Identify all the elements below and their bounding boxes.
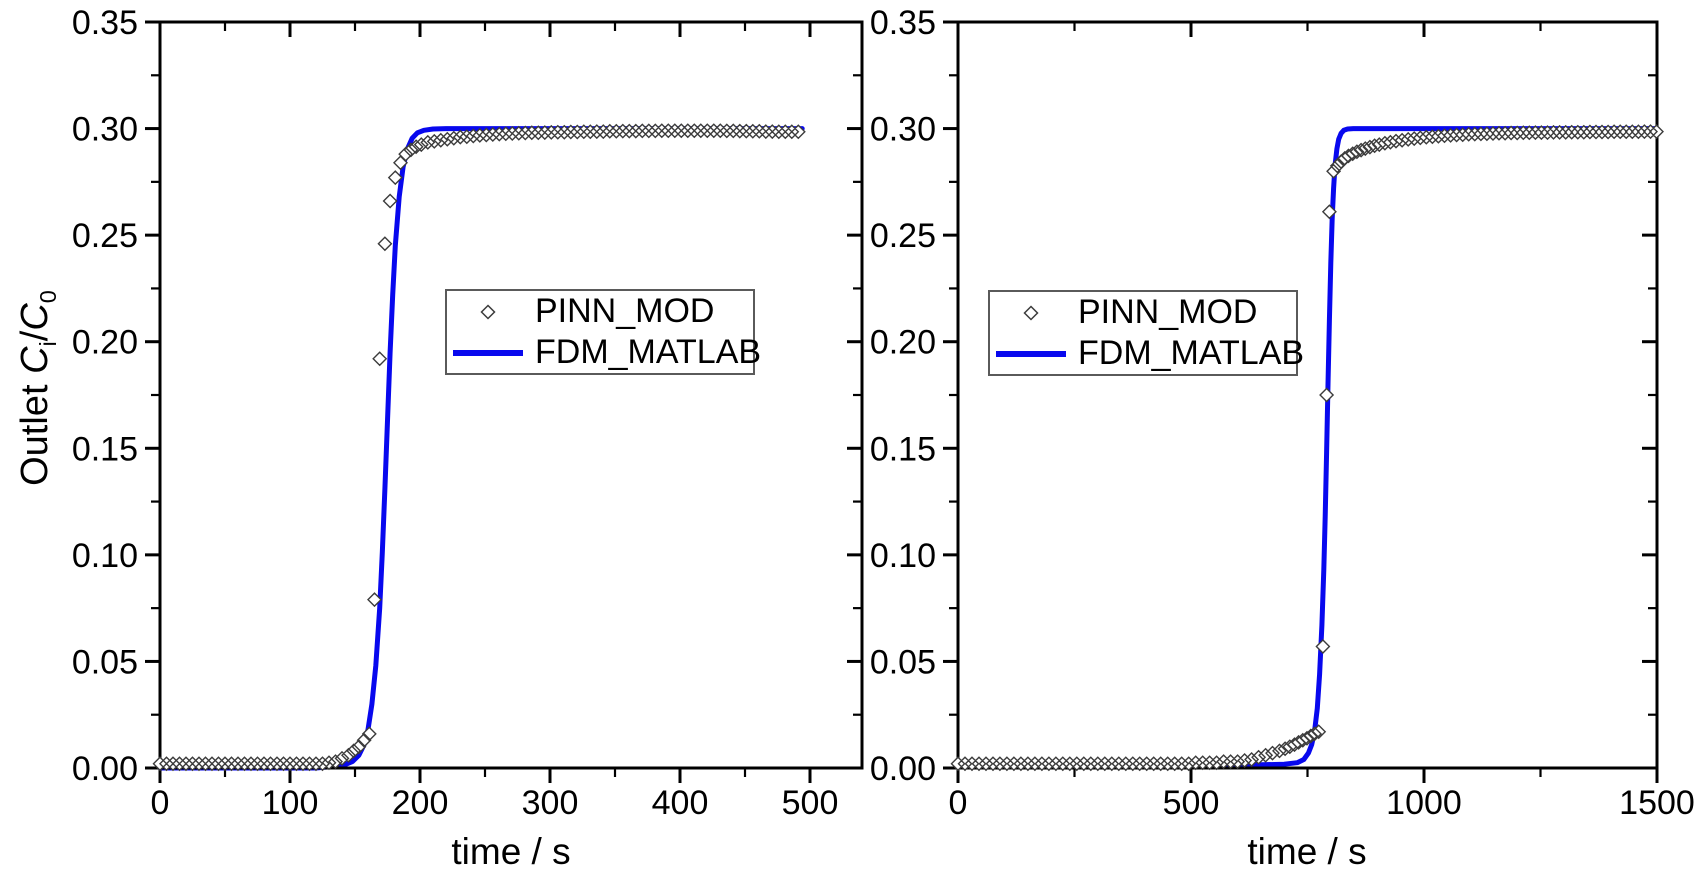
line-sample-icon [990, 350, 1072, 357]
y-axis-title-subscript-0: 0 [34, 290, 61, 304]
legend-right-panel: PINN_MOD FDM_MATLAB [988, 290, 1304, 376]
legend-item-pinn: PINN_MOD [990, 292, 1296, 333]
y-tick-label: 0.10 [72, 537, 138, 575]
legend-item-fdm: FDM_MATLAB [990, 333, 1304, 374]
y-tick-label: 0.15 [870, 430, 936, 468]
y-tick-label: 0.35 [870, 4, 936, 42]
pinn-markers [950, 124, 1664, 772]
diamond-marker-icon [447, 302, 529, 322]
legend-label-pinn: PINN_MOD [535, 292, 715, 330]
x-axis-title-right: time / s [1247, 831, 1367, 872]
line-sample-icon [447, 349, 529, 356]
x-tick-label: 1500 [1619, 784, 1695, 822]
x-tick-label: 500 [1163, 784, 1220, 822]
y-tick-label: 0.20 [870, 324, 936, 362]
y-axis-title-prefix: Outlet [14, 373, 57, 486]
x-tick-label: 0 [949, 784, 968, 822]
y-tick-label: 0.30 [870, 111, 936, 149]
legend-left-panel: PINN_MOD FDM_MATLAB [445, 289, 761, 375]
y-tick-label: 0.10 [870, 537, 936, 575]
y-tick-label: 0.30 [72, 111, 138, 149]
legend-item-fdm: FDM_MATLAB [447, 332, 761, 373]
pinn-markers [152, 123, 806, 772]
legend-label-fdm: FDM_MATLAB [1078, 334, 1305, 372]
fdm-line [955, 126, 1660, 768]
fdm-line [157, 126, 805, 771]
legend-label-fdm: FDM_MATLAB [535, 333, 762, 371]
y-tick-label: 0.05 [72, 643, 138, 681]
legend-label-pinn: PINN_MOD [1078, 293, 1258, 331]
legend-item-pinn: PINN_MOD [447, 291, 753, 332]
y-axis-title-divider: / [14, 330, 57, 342]
y-tick-label: 0.35 [72, 4, 138, 42]
y-axis-title-subscript-i: i [34, 341, 61, 347]
y-tick-label: 0.15 [72, 430, 138, 468]
y-axis-title-symbol: C [14, 346, 57, 374]
y-tick-label: 0.25 [72, 217, 138, 255]
x-tick-label: 300 [522, 784, 579, 822]
y-axis-title-symbol: C [14, 303, 57, 331]
x-tick-label: 200 [392, 784, 449, 822]
x-tick-label: 100 [262, 784, 319, 822]
x-tick-label: 400 [652, 784, 709, 822]
x-tick-label: 1000 [1386, 784, 1462, 822]
y-tick-label: 0.20 [72, 324, 138, 362]
x-tick-label: 0 [151, 784, 170, 822]
y-axis-title: Outlet Ci/C0 [14, 290, 62, 486]
y-tick-label: 0.05 [870, 643, 936, 681]
x-axis-title-left: time / s [451, 831, 571, 872]
diamond-marker-icon [990, 303, 1072, 323]
y-tick-label: 0.25 [870, 217, 936, 255]
y-tick-label: 0.00 [72, 750, 138, 788]
y-tick-label: 0.00 [870, 750, 936, 788]
x-tick-label: 500 [782, 784, 839, 822]
